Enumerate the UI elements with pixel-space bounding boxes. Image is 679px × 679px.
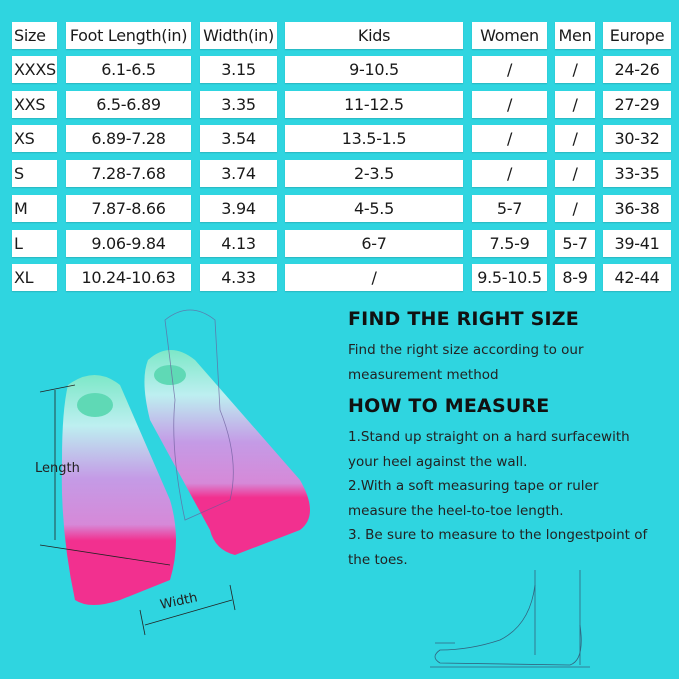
- cell-europe: 42-44: [603, 264, 671, 291]
- cell-women: /: [472, 56, 547, 83]
- cell-kids: 13.5-1.5: [285, 125, 463, 152]
- cell-men: /: [555, 91, 595, 118]
- cell-europe: 24-26: [603, 56, 671, 83]
- header-kids: Kids: [285, 22, 463, 49]
- cell-men: 8-9: [555, 264, 595, 291]
- cell-foot-length: 6.1-6.5: [66, 56, 191, 83]
- cell-foot-length: 7.28-7.68: [66, 160, 191, 187]
- header-width: Width(in): [200, 22, 277, 49]
- cell-women: 5-7: [472, 195, 547, 222]
- cell-europe: 30-32: [603, 125, 671, 152]
- cell-kids: /: [285, 264, 463, 291]
- length-label: Length: [35, 461, 80, 476]
- cell-men: /: [555, 125, 595, 152]
- cell-women: /: [472, 160, 547, 187]
- cell-women: /: [472, 91, 547, 118]
- cell-europe: 36-38: [603, 195, 671, 222]
- header-foot-length: Foot Length(in): [66, 22, 191, 49]
- step-1: 1.Stand up straight on a hard surfacewit…: [348, 429, 630, 470]
- cell-size: M: [12, 195, 57, 222]
- cell-women: 7.5-9: [472, 230, 547, 257]
- cell-size: XXXS: [12, 56, 57, 83]
- cell-width: 3.94: [200, 195, 277, 222]
- cell-width: 3.74: [200, 160, 277, 187]
- cell-width: 3.15: [200, 56, 277, 83]
- cell-foot-length: 6.89-7.28: [66, 125, 191, 152]
- cell-women: /: [472, 125, 547, 152]
- fins-illustration: Length Width: [35, 309, 310, 636]
- cell-width: 4.13: [200, 230, 277, 257]
- cell-kids: 6-7: [285, 230, 463, 257]
- cell-europe: 27-29: [603, 91, 671, 118]
- cell-kids: 11-12.5: [285, 91, 463, 118]
- cell-size: XL: [12, 264, 57, 291]
- header-women: Women: [472, 22, 547, 49]
- cell-europe: 33-35: [603, 160, 671, 187]
- step-2: 2.With a soft measuring tape or ruler me…: [348, 478, 599, 519]
- step-3: 3. Be sure to measure to the longestpoin…: [348, 527, 648, 568]
- width-label: Width: [159, 590, 199, 613]
- cell-foot-length: 9.06-9.84: [66, 230, 191, 257]
- cell-men: /: [555, 195, 595, 222]
- cell-size: L: [12, 230, 57, 257]
- cell-width: 3.35: [200, 91, 277, 118]
- cell-men: /: [555, 160, 595, 187]
- cell-men: 5-7: [555, 230, 595, 257]
- header-size: Size: [12, 22, 57, 49]
- cell-size: XXS: [12, 91, 57, 118]
- cell-europe: 39-41: [603, 230, 671, 257]
- foot-measure-illustration: [430, 570, 590, 668]
- cell-foot-length: 10.24-10.63: [66, 264, 191, 291]
- header-men: Men: [555, 22, 595, 49]
- cell-width: 3.54: [200, 125, 277, 152]
- right-fin: [144, 350, 310, 555]
- cell-kids: 9-10.5: [285, 56, 463, 83]
- cell-foot-length: 6.5-6.89: [66, 91, 191, 118]
- cell-size: S: [12, 160, 57, 187]
- cell-women: 9.5-10.5: [472, 264, 547, 291]
- cell-width: 4.33: [200, 264, 277, 291]
- header-europe: Europe: [603, 22, 671, 49]
- cell-foot-length: 7.87-8.66: [66, 195, 191, 222]
- cell-men: /: [555, 56, 595, 83]
- cell-kids: 2-3.5: [285, 160, 463, 187]
- cell-kids: 4-5.5: [285, 195, 463, 222]
- cell-size: XS: [12, 125, 57, 152]
- how-to-measure-title: HOW TO MEASURE: [348, 395, 550, 417]
- left-fin: [61, 375, 176, 605]
- find-size-title: FIND THE RIGHT SIZE: [348, 308, 579, 330]
- find-size-text: Find the right size according to our mea…: [348, 342, 584, 383]
